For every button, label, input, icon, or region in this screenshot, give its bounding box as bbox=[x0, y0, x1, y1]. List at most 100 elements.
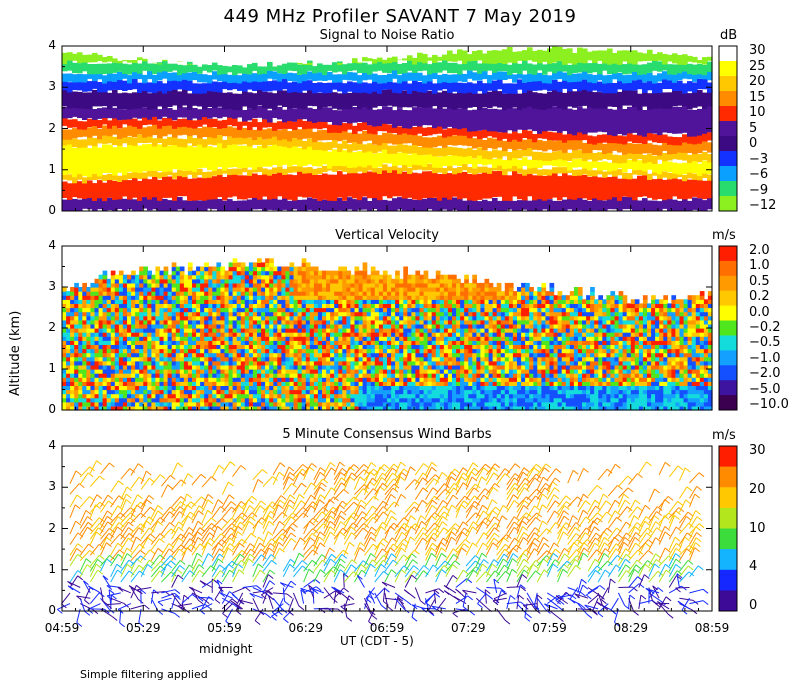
snr-cell bbox=[377, 167, 383, 174]
velocity-cell bbox=[204, 373, 209, 378]
velocity-cell bbox=[240, 303, 246, 309]
velocity-cell bbox=[159, 385, 165, 391]
snr-cell bbox=[587, 142, 593, 154]
velocity-cell bbox=[305, 274, 311, 280]
velocity-cell bbox=[155, 364, 161, 370]
velocity-cell bbox=[192, 364, 197, 370]
velocity-cell bbox=[342, 381, 347, 386]
velocity-cell bbox=[273, 328, 278, 333]
snr-cell bbox=[97, 89, 103, 107]
velocity-cell bbox=[106, 287, 112, 292]
velocity-cell bbox=[240, 315, 246, 321]
snr-cell bbox=[677, 163, 683, 175]
velocity-cell bbox=[435, 303, 441, 309]
velocity-cell bbox=[232, 258, 238, 263]
velocity-cell bbox=[192, 332, 197, 337]
velocity-cell bbox=[167, 352, 173, 358]
velocity-cell bbox=[358, 295, 364, 300]
velocity-cell bbox=[228, 393, 234, 399]
velocity-cell bbox=[354, 323, 360, 329]
velocity-cell bbox=[220, 307, 226, 313]
velocity-cell bbox=[293, 373, 299, 378]
velocity-cell bbox=[110, 323, 116, 329]
velocity-cell bbox=[252, 397, 258, 403]
snr-cell bbox=[557, 201, 563, 211]
velocity-cell bbox=[196, 299, 201, 304]
snr-cell bbox=[147, 109, 153, 120]
velocity-cell bbox=[244, 340, 250, 345]
velocity-cell bbox=[78, 393, 83, 399]
velocity-cell bbox=[387, 336, 392, 341]
snr-cell bbox=[382, 141, 388, 150]
snr-cell bbox=[582, 48, 588, 64]
velocity-cell bbox=[358, 332, 364, 337]
snr-cell bbox=[252, 136, 258, 145]
velocity-cell bbox=[196, 282, 201, 288]
velocity-cell bbox=[374, 373, 380, 378]
velocity-cell bbox=[366, 328, 372, 333]
velocity-cell bbox=[86, 397, 92, 403]
velocity-cell bbox=[407, 311, 412, 317]
velocity-cell bbox=[265, 405, 270, 411]
velocity-cell bbox=[317, 303, 323, 309]
snr-cell bbox=[407, 145, 413, 154]
velocity-cell bbox=[135, 319, 140, 325]
velocity-cell bbox=[163, 295, 169, 300]
velocity-cell bbox=[228, 311, 234, 317]
snr-cell bbox=[257, 122, 263, 131]
snr-cell bbox=[332, 110, 338, 125]
velocity-cell bbox=[297, 328, 303, 333]
velocity-cell bbox=[382, 369, 388, 374]
velocity-cell bbox=[118, 344, 124, 350]
snr-cell bbox=[512, 74, 518, 83]
velocity-cell bbox=[196, 377, 201, 382]
velocity-cell bbox=[196, 295, 201, 300]
velocity-cell bbox=[419, 315, 425, 321]
snr-cell bbox=[222, 139, 228, 149]
velocity-cell bbox=[293, 393, 299, 399]
velocity-cell bbox=[82, 332, 87, 337]
velocity-cell bbox=[439, 344, 445, 350]
velocity-cell bbox=[317, 385, 323, 391]
velocity-cell bbox=[297, 295, 303, 300]
velocity-cell bbox=[317, 348, 323, 354]
snr-cell bbox=[702, 57, 708, 65]
snr-cell bbox=[197, 128, 203, 139]
snr-cell bbox=[402, 110, 408, 129]
snr-cell bbox=[72, 119, 78, 128]
velocity-cell bbox=[399, 328, 404, 333]
velocity-cell bbox=[78, 311, 83, 317]
velocity-cell bbox=[135, 299, 140, 304]
snr-cell bbox=[247, 127, 253, 138]
velocity-cell bbox=[358, 323, 364, 329]
snr-cell bbox=[677, 106, 683, 134]
snr-cell bbox=[597, 168, 603, 175]
velocity-cell bbox=[90, 352, 96, 358]
velocity-cell bbox=[395, 274, 400, 280]
velocity-cell bbox=[114, 397, 120, 403]
snr-cell bbox=[627, 74, 633, 83]
snr-cell bbox=[667, 179, 673, 200]
velocity-cell bbox=[277, 307, 282, 313]
velocity-cell bbox=[171, 307, 177, 313]
snr-cell bbox=[552, 71, 558, 80]
velocity-cell bbox=[94, 336, 100, 341]
velocity-cell bbox=[443, 369, 449, 374]
velocity-cell bbox=[326, 315, 331, 321]
snr-cell bbox=[437, 74, 443, 84]
velocity-cell bbox=[423, 405, 429, 411]
velocity-cell bbox=[411, 385, 417, 391]
velocity-cell bbox=[102, 295, 108, 300]
snr-cell bbox=[272, 93, 278, 110]
colorbar-swatch bbox=[719, 196, 737, 212]
velocity-cell bbox=[208, 295, 213, 300]
velocity-cell bbox=[362, 282, 368, 288]
velocity-cell bbox=[167, 299, 173, 304]
snr-cell bbox=[102, 182, 108, 202]
snr-cell bbox=[222, 125, 228, 137]
velocity-cell bbox=[281, 299, 287, 304]
snr-cell bbox=[237, 200, 243, 211]
snr-cell bbox=[357, 62, 363, 64]
velocity-cell bbox=[395, 348, 400, 354]
velocity-cell bbox=[240, 352, 246, 358]
